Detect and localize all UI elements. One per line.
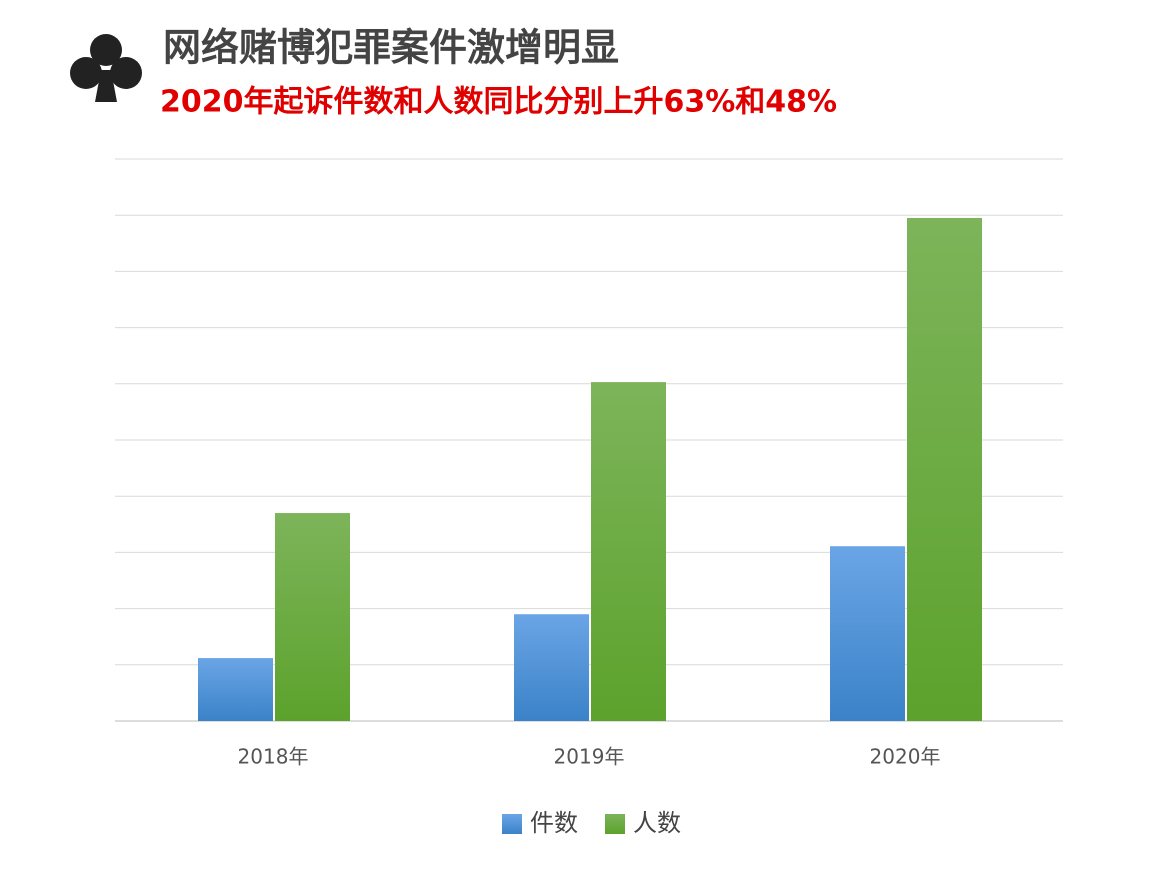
bar — [830, 546, 905, 721]
bar — [514, 614, 589, 721]
x-tick-label: 2018年 — [238, 745, 309, 769]
x-tick-label: 2020年 — [870, 745, 941, 769]
bar — [591, 382, 666, 721]
x-tick-label: 2019年 — [554, 745, 625, 769]
legend-label: 件数 — [530, 809, 578, 837]
club-icon — [70, 34, 142, 102]
chart-title: 网络赌博犯罪案件激增明显 — [163, 26, 619, 70]
chart-subtitle: 2020年起诉件数和人数同比分别上升63%和48% — [160, 85, 837, 120]
legend-label: 人数 — [633, 809, 681, 837]
legend-swatch — [605, 814, 625, 834]
legend-swatch — [502, 814, 522, 834]
bar — [275, 513, 350, 721]
bar — [198, 658, 273, 721]
bar — [907, 218, 982, 721]
